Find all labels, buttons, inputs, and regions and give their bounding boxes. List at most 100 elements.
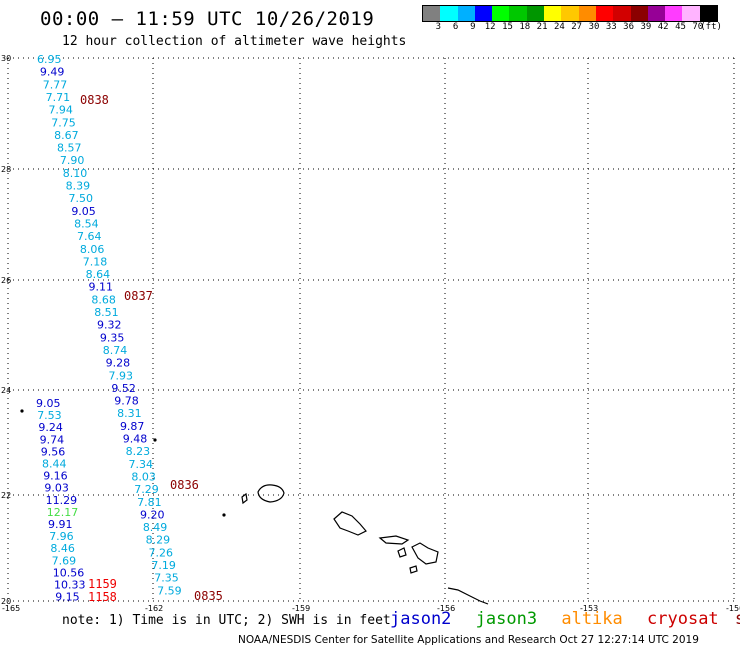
wave-height-value: 7.75 (51, 116, 76, 129)
wave-height-value: 9.16 (43, 470, 67, 483)
scale-swatch (613, 6, 631, 21)
wave-height-value: 7.96 (49, 530, 73, 543)
map-title: 00:00 – 11:59 UTC 10/26/2019 (40, 8, 375, 30)
scale-swatch (647, 6, 666, 21)
scale-swatch (665, 6, 683, 21)
wave-height-value: 9.52 (111, 382, 136, 395)
island-lanai (397, 547, 407, 558)
wave-height-value: 9.49 (40, 66, 65, 79)
color-scale-bar (422, 5, 719, 22)
wave-height-value: 8.46 (50, 542, 75, 555)
wave-height-value: 7.59 (157, 584, 182, 597)
wave-height-value: 9.05 (36, 397, 61, 410)
island-hawaii (447, 587, 489, 605)
pass-time-label: 0838 (80, 93, 109, 107)
wave-height-value: 8.74 (103, 344, 128, 357)
lon-tick-label: -159 (292, 604, 310, 613)
scale-label: 9 (470, 22, 476, 32)
wave-height-value: 9.03 (44, 482, 69, 495)
lat-tick-label: 30 (1, 54, 11, 63)
lon-tick-label: -165 (2, 604, 20, 613)
wave-height-value: 8.44 (42, 458, 67, 471)
altimeter-tracks: 6.959.497.777.717.947.758.678.577.908.10… (36, 53, 223, 604)
wave-height-value: 8.39 (66, 180, 91, 193)
scale-swatch (699, 6, 718, 21)
wave-height-value: 9.28 (106, 357, 131, 370)
wave-height-value: 7.64 (77, 230, 102, 243)
scale-swatch (578, 6, 596, 21)
wave-height-value: 8.68 (91, 293, 116, 306)
wave-height-value: 7.18 (83, 255, 108, 268)
lat-tick-label: 26 (1, 276, 11, 285)
lat-tick-label: 20 (1, 597, 11, 606)
scale-swatch (682, 6, 700, 21)
wave-height-value: 8.54 (74, 217, 99, 230)
island-oahu (333, 511, 367, 536)
wave-height-value: 7.90 (60, 154, 85, 167)
scale-label: 24 (553, 22, 565, 32)
wave-height-value: 7.35 (154, 572, 179, 585)
wave-height-value: 9.24 (38, 421, 63, 434)
wave-height-value: 7.50 (68, 192, 93, 205)
scale-label: 6 (452, 22, 459, 32)
lon-tick-label: -150 (726, 604, 740, 613)
satellite-legend: jason2 jason3 altika cryosat s3a (390, 609, 740, 629)
island-niihau (241, 492, 248, 505)
scale-label: 70 (692, 22, 704, 32)
scale-label: 42 (657, 22, 669, 32)
satellite-cryosat: cryosat (647, 609, 719, 629)
map-grid (7, 57, 735, 602)
map-subtitle: 12 hour collection of altimeter wave hei… (62, 34, 407, 49)
wave-height-value: 9.11 (88, 281, 113, 294)
wave-height-value: 9.48 (123, 433, 148, 446)
scale-label: 21 (536, 22, 548, 32)
pass-time-label: 1159 (88, 577, 117, 591)
wave-height-value: 8.10 (63, 167, 88, 180)
wave-height-value: 8.23 (126, 445, 151, 458)
wave-height-value: 9.15 (55, 591, 79, 604)
scale-label: 39 (640, 22, 652, 32)
axis-ticks: -165 -162 -159 -156 -153 -150 30 28 26 24 22 20 (1, 54, 740, 613)
pass-time-label: 1158 (88, 590, 117, 604)
island-kauai (257, 484, 285, 503)
wave-height-value: 7.34 (129, 458, 154, 471)
island-maui (411, 542, 439, 565)
pass-time-label: 0836 (170, 478, 199, 492)
wave-height-value: 9.91 (48, 518, 73, 531)
wave-height-value: 8.51 (94, 306, 119, 319)
lat-tick-label: 22 (1, 491, 11, 500)
scale-swatch (595, 6, 614, 21)
lat-tick-label: 24 (1, 386, 11, 395)
scale-label: 18 (519, 22, 531, 32)
islet (222, 513, 226, 517)
wave-height-value: 8.31 (117, 407, 142, 420)
satellite-altika: altika (561, 609, 623, 629)
lat-tick-label: 28 (1, 165, 11, 174)
scale-label: 15 (502, 22, 513, 32)
scale-swatch (509, 6, 527, 21)
lon-tick-label: -162 (145, 604, 163, 613)
wave-height-value: 9.78 (114, 395, 139, 408)
wave-height-value: 7.53 (37, 409, 62, 422)
scale-label: (ft) (700, 22, 722, 32)
satellite-jason2: jason2 (390, 609, 452, 629)
wave-height-value: 8.29 (146, 534, 171, 547)
islet (153, 438, 157, 442)
wave-height-value: 9.32 (97, 319, 122, 332)
scale-label: 33 (605, 22, 617, 32)
scale-swatch (544, 6, 562, 21)
wave-height-value: 7.19 (151, 559, 176, 572)
wave-height-value: 7.26 (149, 546, 174, 559)
wave-height-value: 8.03 (131, 470, 156, 483)
scale-swatch (474, 6, 493, 21)
wave-height-value: 7.81 (137, 496, 162, 509)
wave-height-value: 9.87 (120, 420, 145, 433)
lon-tick-label: -153 (580, 604, 598, 613)
wave-height-value: 8.49 (143, 521, 168, 534)
scale-swatch (492, 6, 510, 21)
wave-height-value: 7.93 (109, 369, 134, 382)
wave-height-value: 7.29 (134, 483, 159, 496)
scale-label: 30 (588, 22, 600, 32)
wave-height-value: 12.17 (47, 506, 79, 519)
wave-height-value: 7.77 (43, 78, 68, 91)
